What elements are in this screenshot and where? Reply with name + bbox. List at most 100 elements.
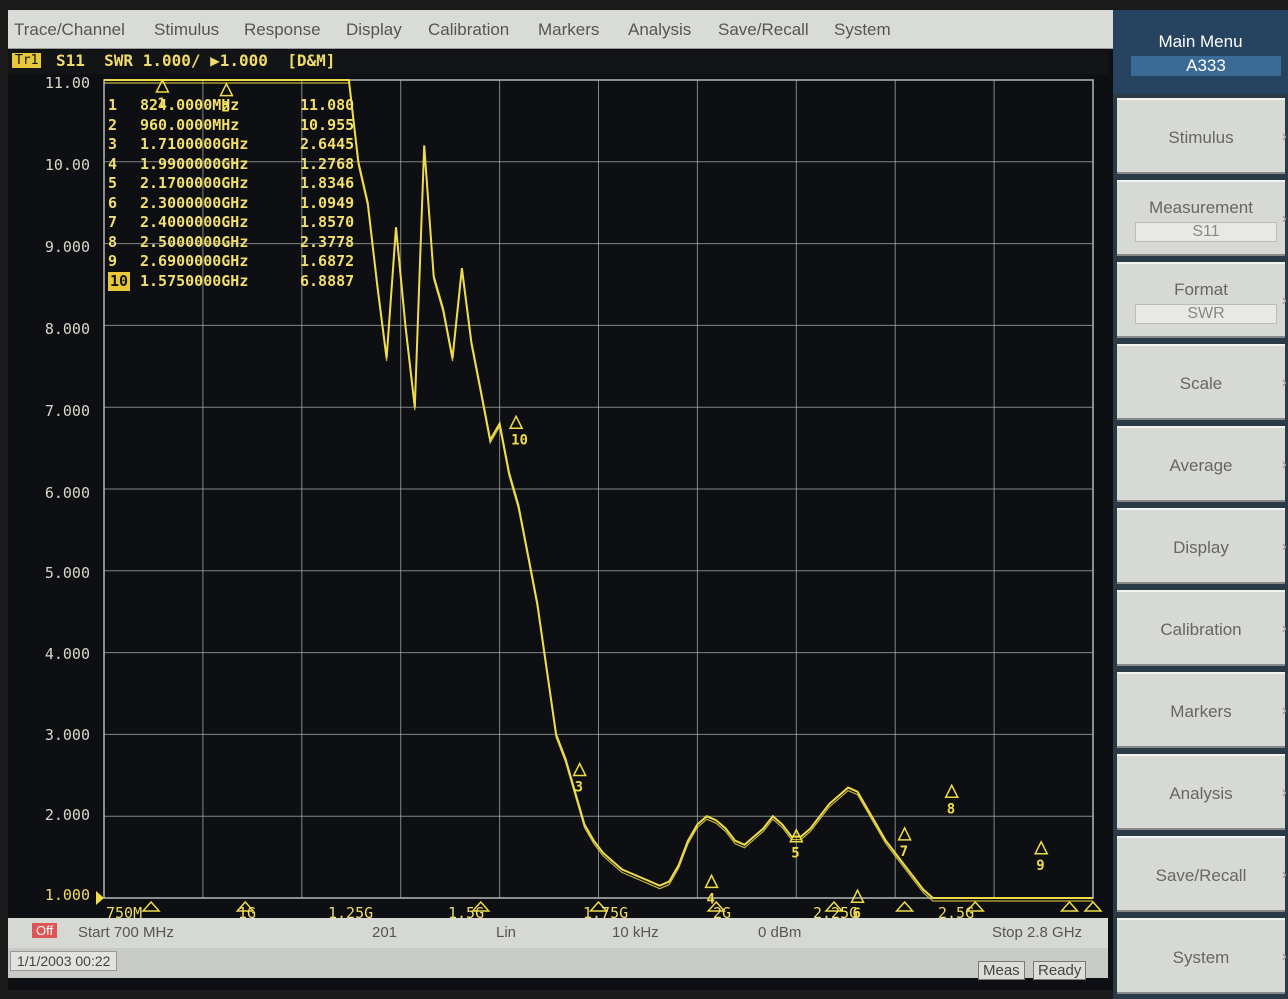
marker-triangle-icon [944,783,959,799]
marker-flag-label: 3 [575,779,583,795]
chevron-right-icon: › [1281,784,1287,801]
marker-row[interactable]: 4 1.9900000GHz 1.2768 [108,155,354,175]
marker-value: 1.0949 [300,193,355,212]
y-tick-label: 3.000 [44,726,90,744]
axis-marker-triangle-icon [1059,900,1080,912]
marker-frequency: 960.0000MHz [140,115,240,134]
x-axis-label: 1.75G [583,904,629,922]
frequency-marker-triangles [96,891,1103,912]
marker-row[interactable]: 2 960.0000MHz 10.955 [108,116,354,136]
y-tick-label: 4.000 [44,645,90,663]
marker-flag-label: 10 [511,432,528,448]
softkey-label: System [1172,948,1230,967]
marker-value: 1.8346 [300,174,355,192]
marker-frequency: 2.5000000GHz [140,232,249,251]
axis-marker-triangle-icon [588,900,609,912]
marker-triangle-icon [897,826,912,841]
marker-row-active[interactable]: 10 1.5750000GHz 6.8887 [108,271,354,291]
chevron-right-icon: › [1281,456,1287,473]
softkey-value: S11 [1135,222,1277,242]
marker-triangle-icon [789,828,804,843]
menu-analysis[interactable]: Analysis [628,20,692,39]
menu-save-recall[interactable]: Save/Recall [718,20,809,39]
channel-off-badge[interactable]: Off [32,923,58,938]
menu-trace-channel[interactable]: Trace/Channel [14,20,125,39]
marker-number: 1 [108,96,118,114]
marker-number: 9 [108,252,118,270]
menu-markers[interactable]: Markers [538,20,600,39]
y-tick-label: 5.000 [44,564,90,582]
axis-marker-triangle-icon [965,900,985,912]
marker-row[interactable]: 1 824.0000MHz 11.080 [108,96,354,116]
marker-row[interactable]: 9 2.6900000GHz 1.6872 [108,252,354,272]
chevron-right-icon: › [1281,538,1287,555]
marker-triangle-icon [1033,840,1049,855]
menu-bar: Trace/Channel Stimulus Response Display … [8,10,1113,49]
softkey-label: Scale [1179,374,1223,393]
y-tick-label-reference: 1.000 [44,886,90,904]
trace-badge[interactable]: Tr1 [12,53,42,68]
trace-header[interactable]: Tr1 S11 SWR 1.000/ ▶1.000 [D&M] [8,50,1108,74]
marker-triangle-icon [219,82,234,97]
marker-number: 7 [108,213,118,231]
menu-calibration[interactable]: Calibration [428,20,510,39]
meas-indicator: Meas [978,961,1025,980]
marker-value: 2.6445 [300,135,355,153]
marker-row[interactable]: 8 2.5000000GHz 2.3778 [108,233,354,253]
softkey-display[interactable]: Display › [1117,508,1287,584]
stop-frequency[interactable]: Stop 2.8 GHz [992,924,1083,941]
marker-flag-label: 1 [157,96,165,112]
softkey-save-recall[interactable]: Save/Recall › [1117,836,1287,912]
chevron-right-icon: › [1281,374,1287,391]
marker-frequency: 2.4000000GHz [140,213,249,231]
trace-line [104,79,1093,899]
marker-value: 1.6872 [300,252,355,270]
marker-frequency: 824.0000MHz [140,96,240,114]
marker-value: 11.080 [300,96,355,114]
x-axis-label: 750M [106,904,143,922]
axis-marker-triangle-icon [824,900,844,912]
marker-row[interactable]: 5 2.1700000GHz 1.8346 [108,174,354,194]
marker-number: 3 [108,135,118,153]
sweep-type[interactable]: Lin [496,924,517,941]
softkey-analysis[interactable]: Analysis › [1117,754,1287,830]
axis-marker-triangle-icon [141,900,161,912]
softkey-panel: Main Menu A333 Stimulus › Measurement S11 ›… [1113,10,1288,999]
marker-row[interactable]: 7 2.4000000GHz 1.8570 [108,213,354,233]
trace-settings: S11 SWR 1.000/ ▶1.000 [D&M] [56,51,336,70]
softkey-label: Format [1174,280,1228,299]
marker-triangle-icon [850,888,865,903]
marker-frequency: 2.1700000GHz [140,174,249,192]
softkey-scale[interactable]: Scale › [1117,344,1287,420]
softkey-format[interactable]: Format SWR › [1117,262,1287,338]
marker-number: 6 [108,193,118,212]
sweep-points[interactable]: 201 [372,924,398,941]
source-power[interactable]: 0 dBm [758,924,802,941]
softkey-measurement[interactable]: Measurement S11 › [1117,180,1287,256]
softkey-label: Display [1173,538,1229,557]
softkey-markers[interactable]: Markers › [1117,672,1287,748]
marker-value: 10.955 [300,115,355,134]
axis-marker-triangle-icon [894,900,915,912]
menu-system[interactable]: System [834,20,891,39]
if-bandwidth[interactable]: 10 kHz [612,924,659,941]
marker-row[interactable]: 3 1.7100000GHz 2.6445 [108,135,354,155]
softkey-stimulus[interactable]: Stimulus › [1117,98,1287,174]
softkey-system[interactable]: System › [1117,918,1287,994]
start-frequency[interactable]: Start 700 MHz [78,924,174,941]
marker-frequency: 1.5750000GHz [140,271,249,290]
softkey-calibration[interactable]: Calibration › [1117,590,1287,666]
menu-response[interactable]: Response [244,20,321,39]
menu-display[interactable]: Display [346,20,402,39]
main-menu-title: Main Menu [1158,32,1243,51]
marker-row[interactable]: 6 2.3000000GHz 1.0949 [108,194,354,214]
y-tick-label: 7.000 [44,402,90,420]
softkey-label: Stimulus [1168,128,1234,147]
menu-stimulus[interactable]: Stimulus [154,20,220,39]
softkey-average[interactable]: Average › [1117,426,1287,502]
date-time: 1/1/2003 00:22 [10,951,118,971]
x-axis-label: 2G [713,904,732,922]
